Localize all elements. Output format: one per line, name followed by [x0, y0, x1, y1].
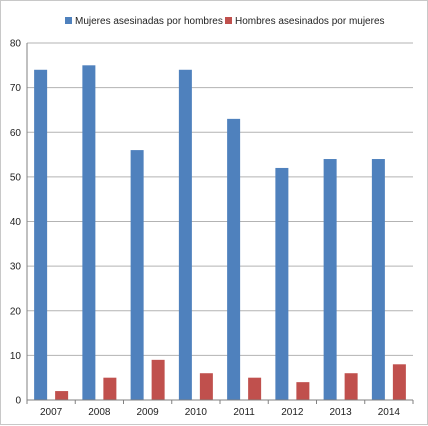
x-tick-label: 2007	[40, 407, 63, 418]
bar-hombres-2013	[344, 373, 358, 400]
bar-mujeres-2008	[82, 65, 96, 400]
bar-hombres-2010	[199, 373, 213, 400]
x-tick-label: 2013	[330, 407, 353, 418]
bar-mujeres-2007	[34, 69, 48, 401]
y-tick-label: 70	[10, 83, 22, 94]
x-tick-label: 2011	[233, 407, 255, 418]
legend: Mujeres asesinadas por hombres Hombres a…	[65, 16, 385, 27]
y-tick-label: 50	[10, 172, 22, 183]
bar-mujeres-2009	[130, 150, 144, 400]
legend-swatch-mujeres	[65, 17, 72, 24]
bars	[34, 65, 406, 401]
y-tick-label: 60	[10, 128, 22, 139]
x-tick-label: 2010	[185, 407, 208, 418]
legend-label-hombres: Hombres asesinados por mujeres	[235, 16, 385, 27]
axes	[26, 43, 414, 404]
y-tick-label: 10	[10, 351, 22, 362]
y-tick-label: 20	[10, 306, 22, 317]
y-tick-label: 0	[15, 396, 21, 407]
y-tick-label: 80	[10, 39, 22, 50]
bar-hombres-2011	[248, 377, 262, 400]
bar-mujeres-2010	[178, 69, 192, 401]
y-tick-label: 30	[10, 262, 22, 273]
x-tick-label: 2009	[137, 407, 160, 418]
bar-hombres-2009	[151, 359, 165, 400]
legend-label-mujeres: Mujeres asesinadas por hombres	[75, 16, 223, 27]
x-tick-label: 2014	[378, 407, 401, 418]
x-tick-label: 2012	[281, 407, 304, 418]
bar-hombres-2014	[392, 364, 406, 400]
bar-mujeres-2014	[371, 159, 385, 400]
x-axis-ticks: 2007 2008 2009 2010 2011 2012 2013 2014	[40, 407, 400, 418]
legend-swatch-hombres	[225, 17, 232, 24]
bar-hombres-2012	[296, 382, 310, 400]
x-tick-label: 2008	[88, 407, 111, 418]
bar-mujeres-2013	[323, 159, 337, 400]
bar-mujeres-2011	[227, 118, 241, 401]
bar-mujeres-2012	[275, 167, 289, 400]
y-axis-ticks: 0 10 20 30 40 50 60 70 80	[10, 39, 22, 407]
bar-hombres-2008	[103, 377, 117, 400]
y-tick-label: 40	[10, 217, 22, 228]
bar-hombres-2007	[55, 391, 69, 400]
